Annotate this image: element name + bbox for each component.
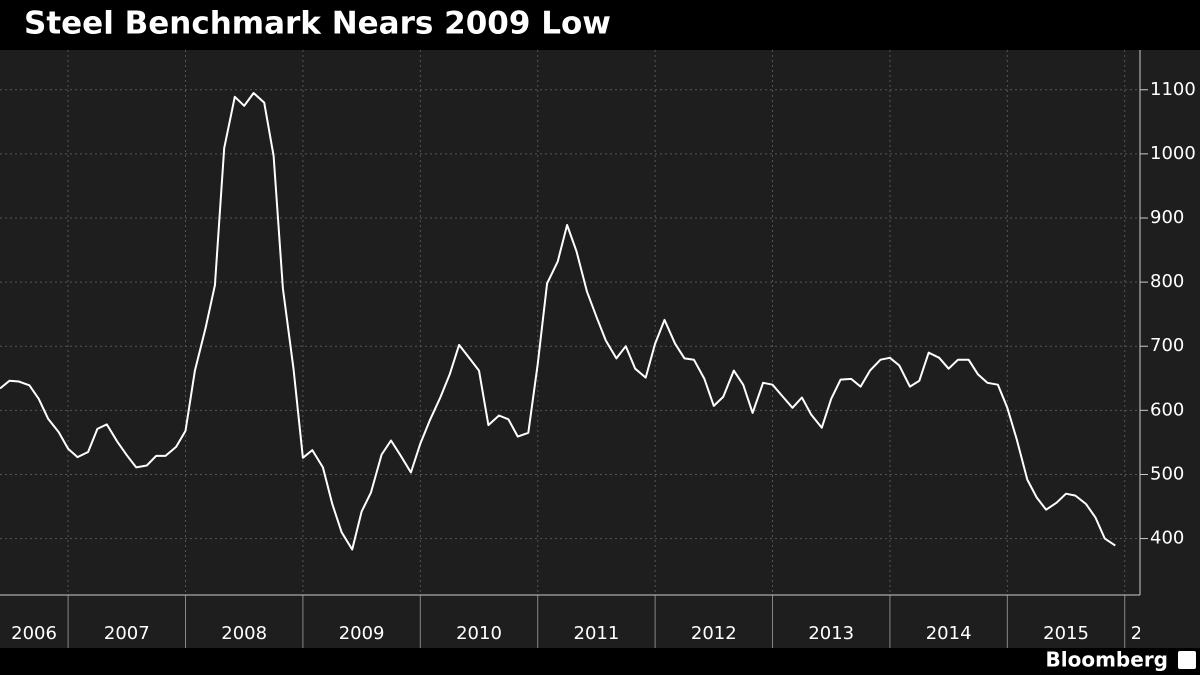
x-tick-label: 2010 [456, 623, 502, 644]
x-tick-label: 2007 [104, 623, 150, 644]
logo-icon [1178, 651, 1196, 669]
source: Bloomberg [1046, 648, 1168, 672]
y-tick-label: 1100 [1150, 79, 1196, 100]
x-tick-label: 2006 [11, 623, 57, 644]
x-tick-label: 2014 [926, 623, 972, 644]
x-tick-label: 2008 [221, 623, 267, 644]
title-bar [0, 0, 1200, 50]
y-tick-label: 500 [1150, 463, 1184, 484]
data-line [0, 92, 1116, 551]
x-tick-label: 2012 [691, 623, 737, 644]
x-tick-label: 2015 [1043, 623, 1089, 644]
x-tick-label: 2016 [1131, 623, 1177, 644]
chart-title: Steel Benchmark Nears 2009 Low [24, 6, 611, 42]
y-tick-label: 600 [1150, 399, 1184, 420]
x-labels: 2006 2007 2008 2009 2010 2011 2012 2013 2014 2015… [11, 623, 1177, 644]
plot-background [0, 50, 1200, 648]
footer-bar [0, 648, 1200, 675]
y-tick-label: 400 [1150, 528, 1184, 549]
y-tick-label: 800 [1150, 271, 1184, 292]
x-tick-label: 2013 [808, 623, 854, 644]
x-tick-label: 2011 [574, 623, 620, 644]
y-tick-label: 700 [1150, 335, 1184, 356]
x-tick-label: 2009 [339, 623, 385, 644]
y-tick-label: 900 [1150, 207, 1184, 228]
y-tick-label: 1000 [1150, 143, 1196, 164]
